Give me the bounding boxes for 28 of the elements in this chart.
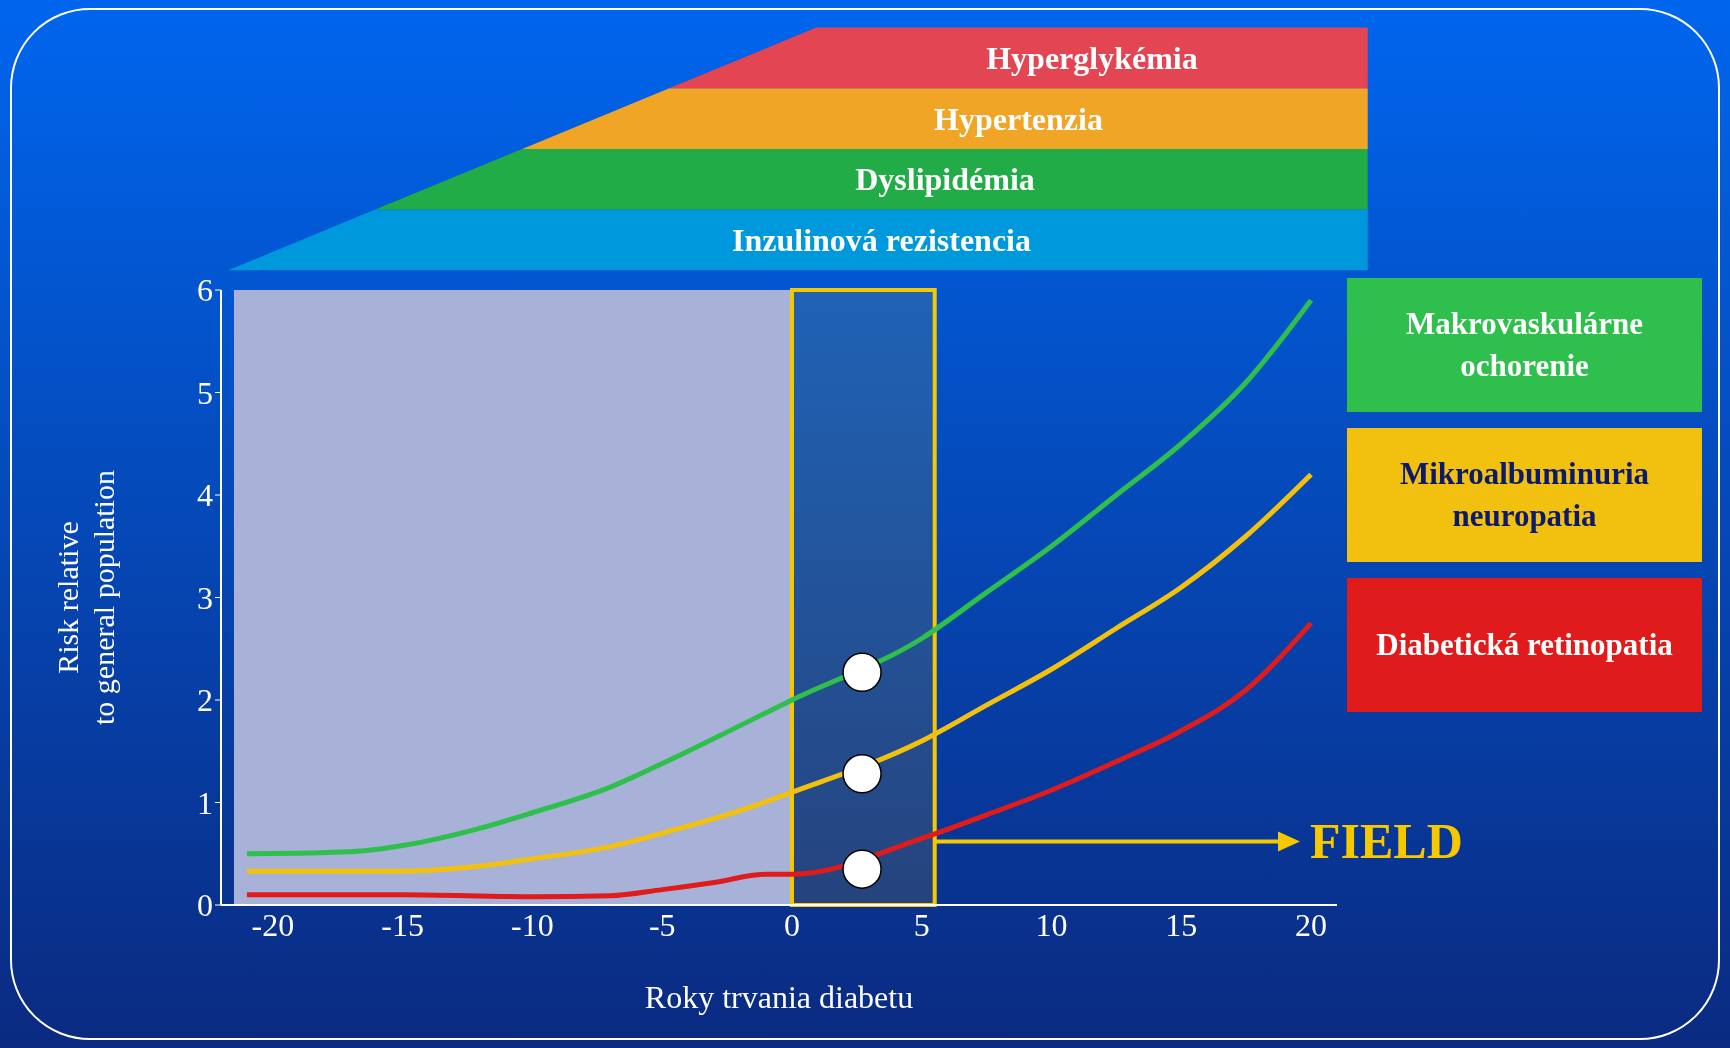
band-label: FIELD (1310, 813, 1463, 870)
text: Hyperglykémia (986, 39, 1198, 76)
y-axis-title: Risk relative to general population (51, 470, 120, 725)
point (842, 754, 882, 794)
point (842, 849, 882, 889)
x-tick-label: -5 (648, 906, 676, 943)
x-tick-label: 15 (1165, 906, 1198, 943)
y-tick-label: 4 (197, 477, 213, 514)
y-tick-label: 3 (197, 579, 213, 616)
x-tick-label: -15 (381, 906, 424, 943)
x-tick-label: 20 (1295, 906, 1328, 943)
x-tick-label: -20 (251, 906, 295, 943)
text: Mikroalbuminuria neuropatia (1347, 428, 1702, 562)
text: Dyslipidémia (855, 161, 1035, 198)
text: Inzulinová rezistencia (732, 221, 1031, 258)
text: Hypertenzia (934, 100, 1103, 137)
x-tick-label: 0 (783, 906, 800, 943)
x-tick-label: -10 (511, 906, 554, 943)
text: Diabetická retinopatia (1347, 578, 1702, 712)
x-tick-label: 5 (913, 906, 930, 943)
y-tick-label: 6 (197, 272, 213, 309)
y-tick-label: 1 (197, 784, 213, 821)
x-axis-title: Roky trvania diabetu (644, 979, 914, 1015)
x-tick-label: 10 (1035, 906, 1068, 943)
point (842, 652, 882, 693)
y-tick-label: 5 (197, 374, 213, 411)
text: Makrovaskulárne ochorenie (1347, 278, 1702, 412)
y-tick-label: 2 (197, 682, 213, 719)
